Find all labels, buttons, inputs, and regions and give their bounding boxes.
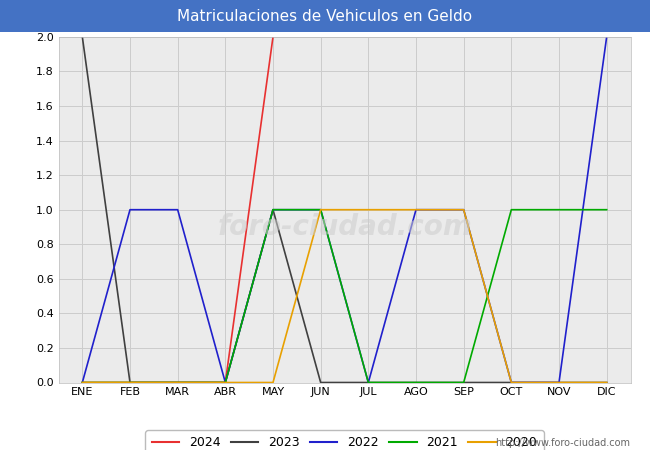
2020: [174, 380, 181, 385]
2021: [460, 380, 467, 385]
2021: [365, 380, 372, 385]
2021: [79, 380, 86, 385]
2024: [222, 380, 229, 385]
2021: [412, 380, 420, 385]
2024: [126, 380, 134, 385]
2023: [460, 380, 467, 385]
Text: http://www.foro-ciudad.com: http://www.foro-ciudad.com: [495, 438, 630, 448]
2021: [222, 380, 229, 385]
2023: [365, 380, 372, 385]
2020: [126, 380, 134, 385]
2022: [222, 380, 229, 385]
2020: [603, 380, 610, 385]
2022: [412, 207, 420, 212]
2020: [79, 380, 86, 385]
2021: [174, 380, 181, 385]
2021: [126, 380, 134, 385]
2021: [508, 207, 515, 212]
2020: [460, 207, 467, 212]
2022: [460, 207, 467, 212]
2023: [269, 207, 277, 212]
2022: [603, 34, 610, 40]
2023: [126, 380, 134, 385]
2023: [222, 380, 229, 385]
2022: [365, 380, 372, 385]
2024: [79, 380, 86, 385]
2023: [603, 380, 610, 385]
Text: Matriculaciones de Vehiculos en Geldo: Matriculaciones de Vehiculos en Geldo: [177, 9, 473, 24]
2022: [269, 207, 277, 212]
2020: [269, 380, 277, 385]
2023: [317, 380, 324, 385]
Line: 2021: 2021: [83, 210, 606, 382]
2022: [317, 207, 324, 212]
Line: 2023: 2023: [83, 37, 606, 382]
Line: 2020: 2020: [83, 210, 606, 382]
2022: [555, 380, 563, 385]
2020: [412, 207, 420, 212]
2021: [269, 207, 277, 212]
Line: 2022: 2022: [83, 37, 606, 382]
2020: [508, 380, 515, 385]
2022: [508, 380, 515, 385]
2021: [317, 207, 324, 212]
Line: 2024: 2024: [83, 37, 273, 382]
2022: [79, 380, 86, 385]
2020: [365, 207, 372, 212]
2023: [555, 380, 563, 385]
2023: [412, 380, 420, 385]
2022: [174, 207, 181, 212]
2023: [508, 380, 515, 385]
2020: [317, 207, 324, 212]
2020: [555, 380, 563, 385]
2021: [603, 207, 610, 212]
2021: [555, 207, 563, 212]
2022: [126, 207, 134, 212]
Text: foro-ciudad.com: foro-ciudad.com: [217, 213, 472, 241]
2023: [174, 380, 181, 385]
2024: [269, 34, 277, 40]
2023: [79, 34, 86, 40]
Legend: 2024, 2023, 2022, 2021, 2020: 2024, 2023, 2022, 2021, 2020: [146, 430, 543, 450]
2020: [222, 380, 229, 385]
2024: [174, 380, 181, 385]
